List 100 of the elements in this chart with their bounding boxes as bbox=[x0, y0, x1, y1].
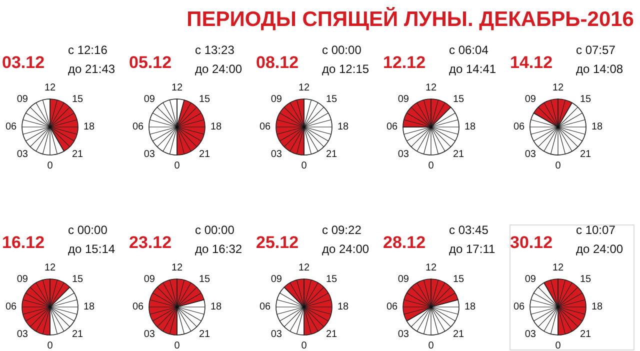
chart-title: 14.12 bbox=[510, 53, 553, 72]
text: 12 bbox=[425, 262, 437, 274]
text: до 24:00 bbox=[576, 242, 624, 256]
text: с 10:07 bbox=[576, 223, 616, 237]
text: 15 bbox=[199, 274, 211, 285]
text: 06 bbox=[513, 122, 525, 132]
text: 18 bbox=[210, 122, 222, 132]
text: 0 bbox=[301, 160, 308, 172]
text: 15 bbox=[199, 94, 211, 105]
chart-title: 28.12 bbox=[383, 233, 426, 252]
text: до 15:14 bbox=[68, 242, 116, 256]
text: 09 bbox=[270, 94, 282, 105]
text: 15 bbox=[326, 94, 338, 105]
text: с 13:23 bbox=[195, 43, 235, 57]
text: 09 bbox=[524, 274, 536, 285]
text: ПЕРИОДЫ СПЯЩЕЙ ЛУНЫ. ДЕКАБРЬ-2016 bbox=[186, 6, 634, 31]
text: 03 bbox=[398, 329, 410, 340]
text: с 00:00 bbox=[68, 223, 108, 237]
text: 21 bbox=[580, 149, 592, 160]
text: 09 bbox=[16, 274, 28, 285]
text: 12 bbox=[298, 262, 310, 274]
text: 06 bbox=[5, 122, 17, 132]
text: 12 bbox=[44, 82, 56, 94]
chart-title: 16.12 bbox=[2, 233, 45, 252]
text: 18 bbox=[83, 122, 95, 132]
text: 03 bbox=[144, 149, 156, 160]
text: с 06:04 bbox=[449, 43, 489, 57]
text: 21 bbox=[72, 329, 84, 340]
text: с 12:16 bbox=[68, 43, 108, 57]
text: 18 bbox=[337, 302, 349, 312]
text: 06 bbox=[513, 302, 525, 312]
chart-title: 30.12 bbox=[510, 233, 553, 252]
text: 12 bbox=[44, 262, 56, 274]
text: 0 bbox=[555, 160, 562, 172]
text: с 00:00 bbox=[195, 223, 235, 237]
text: 0 bbox=[555, 340, 562, 351]
text: 03 bbox=[524, 329, 536, 340]
text: 09 bbox=[16, 94, 28, 105]
text: 09 bbox=[270, 274, 282, 285]
text: 15 bbox=[453, 94, 465, 105]
text: 18 bbox=[464, 302, 476, 312]
chart-title: 03.12 bbox=[2, 53, 45, 72]
text: до 17:11 bbox=[449, 242, 496, 256]
text: 15 bbox=[580, 94, 592, 105]
text: 0 bbox=[174, 340, 180, 351]
text: 12 bbox=[171, 82, 183, 94]
text: 15 bbox=[72, 94, 84, 105]
text: 21 bbox=[326, 149, 338, 160]
text: 15 bbox=[580, 274, 592, 285]
text: 03 bbox=[16, 329, 28, 340]
text: 0 bbox=[301, 340, 308, 351]
text: до 24:00 bbox=[322, 242, 370, 256]
text: 0 bbox=[47, 340, 54, 351]
text: 18 bbox=[337, 122, 349, 132]
text: 06 bbox=[259, 122, 271, 132]
text: 03 bbox=[270, 149, 282, 160]
text: 12 bbox=[552, 82, 564, 94]
text: до 12:15 bbox=[322, 62, 370, 76]
text: 21 bbox=[326, 329, 338, 340]
text: до 21:43 bbox=[68, 62, 116, 76]
chart-title: 05.12 bbox=[129, 53, 172, 72]
text: с 09:22 bbox=[322, 223, 362, 237]
text: 21 bbox=[72, 149, 84, 160]
text: 18 bbox=[210, 302, 222, 312]
text: 21 bbox=[453, 329, 465, 340]
text: 0 bbox=[174, 160, 180, 172]
text: 0 bbox=[428, 160, 434, 172]
text: 06 bbox=[386, 122, 398, 132]
text: 06 bbox=[386, 302, 398, 312]
text: 03 bbox=[398, 149, 410, 160]
text: 06 bbox=[5, 302, 17, 312]
text: 18 bbox=[591, 122, 603, 132]
text: 21 bbox=[199, 329, 211, 340]
text: 06 bbox=[259, 302, 271, 312]
text: 03 bbox=[16, 149, 28, 160]
text: до 16:32 bbox=[195, 242, 242, 256]
text: с 00:00 bbox=[322, 43, 362, 57]
text: 15 bbox=[326, 274, 338, 285]
text: 03 bbox=[270, 329, 282, 340]
text: 12 bbox=[425, 82, 437, 94]
text: 15 bbox=[72, 274, 84, 285]
text: 0 bbox=[428, 340, 434, 351]
text: 21 bbox=[199, 149, 211, 160]
text: 12 bbox=[298, 82, 310, 94]
text: 21 bbox=[580, 329, 592, 340]
text: 06 bbox=[132, 122, 144, 132]
text: до 14:08 bbox=[576, 62, 624, 76]
text: 09 bbox=[398, 274, 410, 285]
chart-title: 23.12 bbox=[129, 233, 172, 252]
text: 06 bbox=[132, 302, 144, 312]
text: с 07:57 bbox=[576, 43, 616, 57]
text: 0 bbox=[47, 160, 54, 172]
text: 12 bbox=[171, 262, 183, 274]
text: 15 bbox=[453, 274, 465, 285]
text: 18 bbox=[591, 302, 603, 312]
text: до 14:41 bbox=[449, 62, 496, 76]
text: 12 bbox=[552, 262, 564, 274]
text: 09 bbox=[398, 94, 410, 105]
text: 03 bbox=[144, 329, 156, 340]
chart-title: 12.12 bbox=[383, 53, 426, 72]
